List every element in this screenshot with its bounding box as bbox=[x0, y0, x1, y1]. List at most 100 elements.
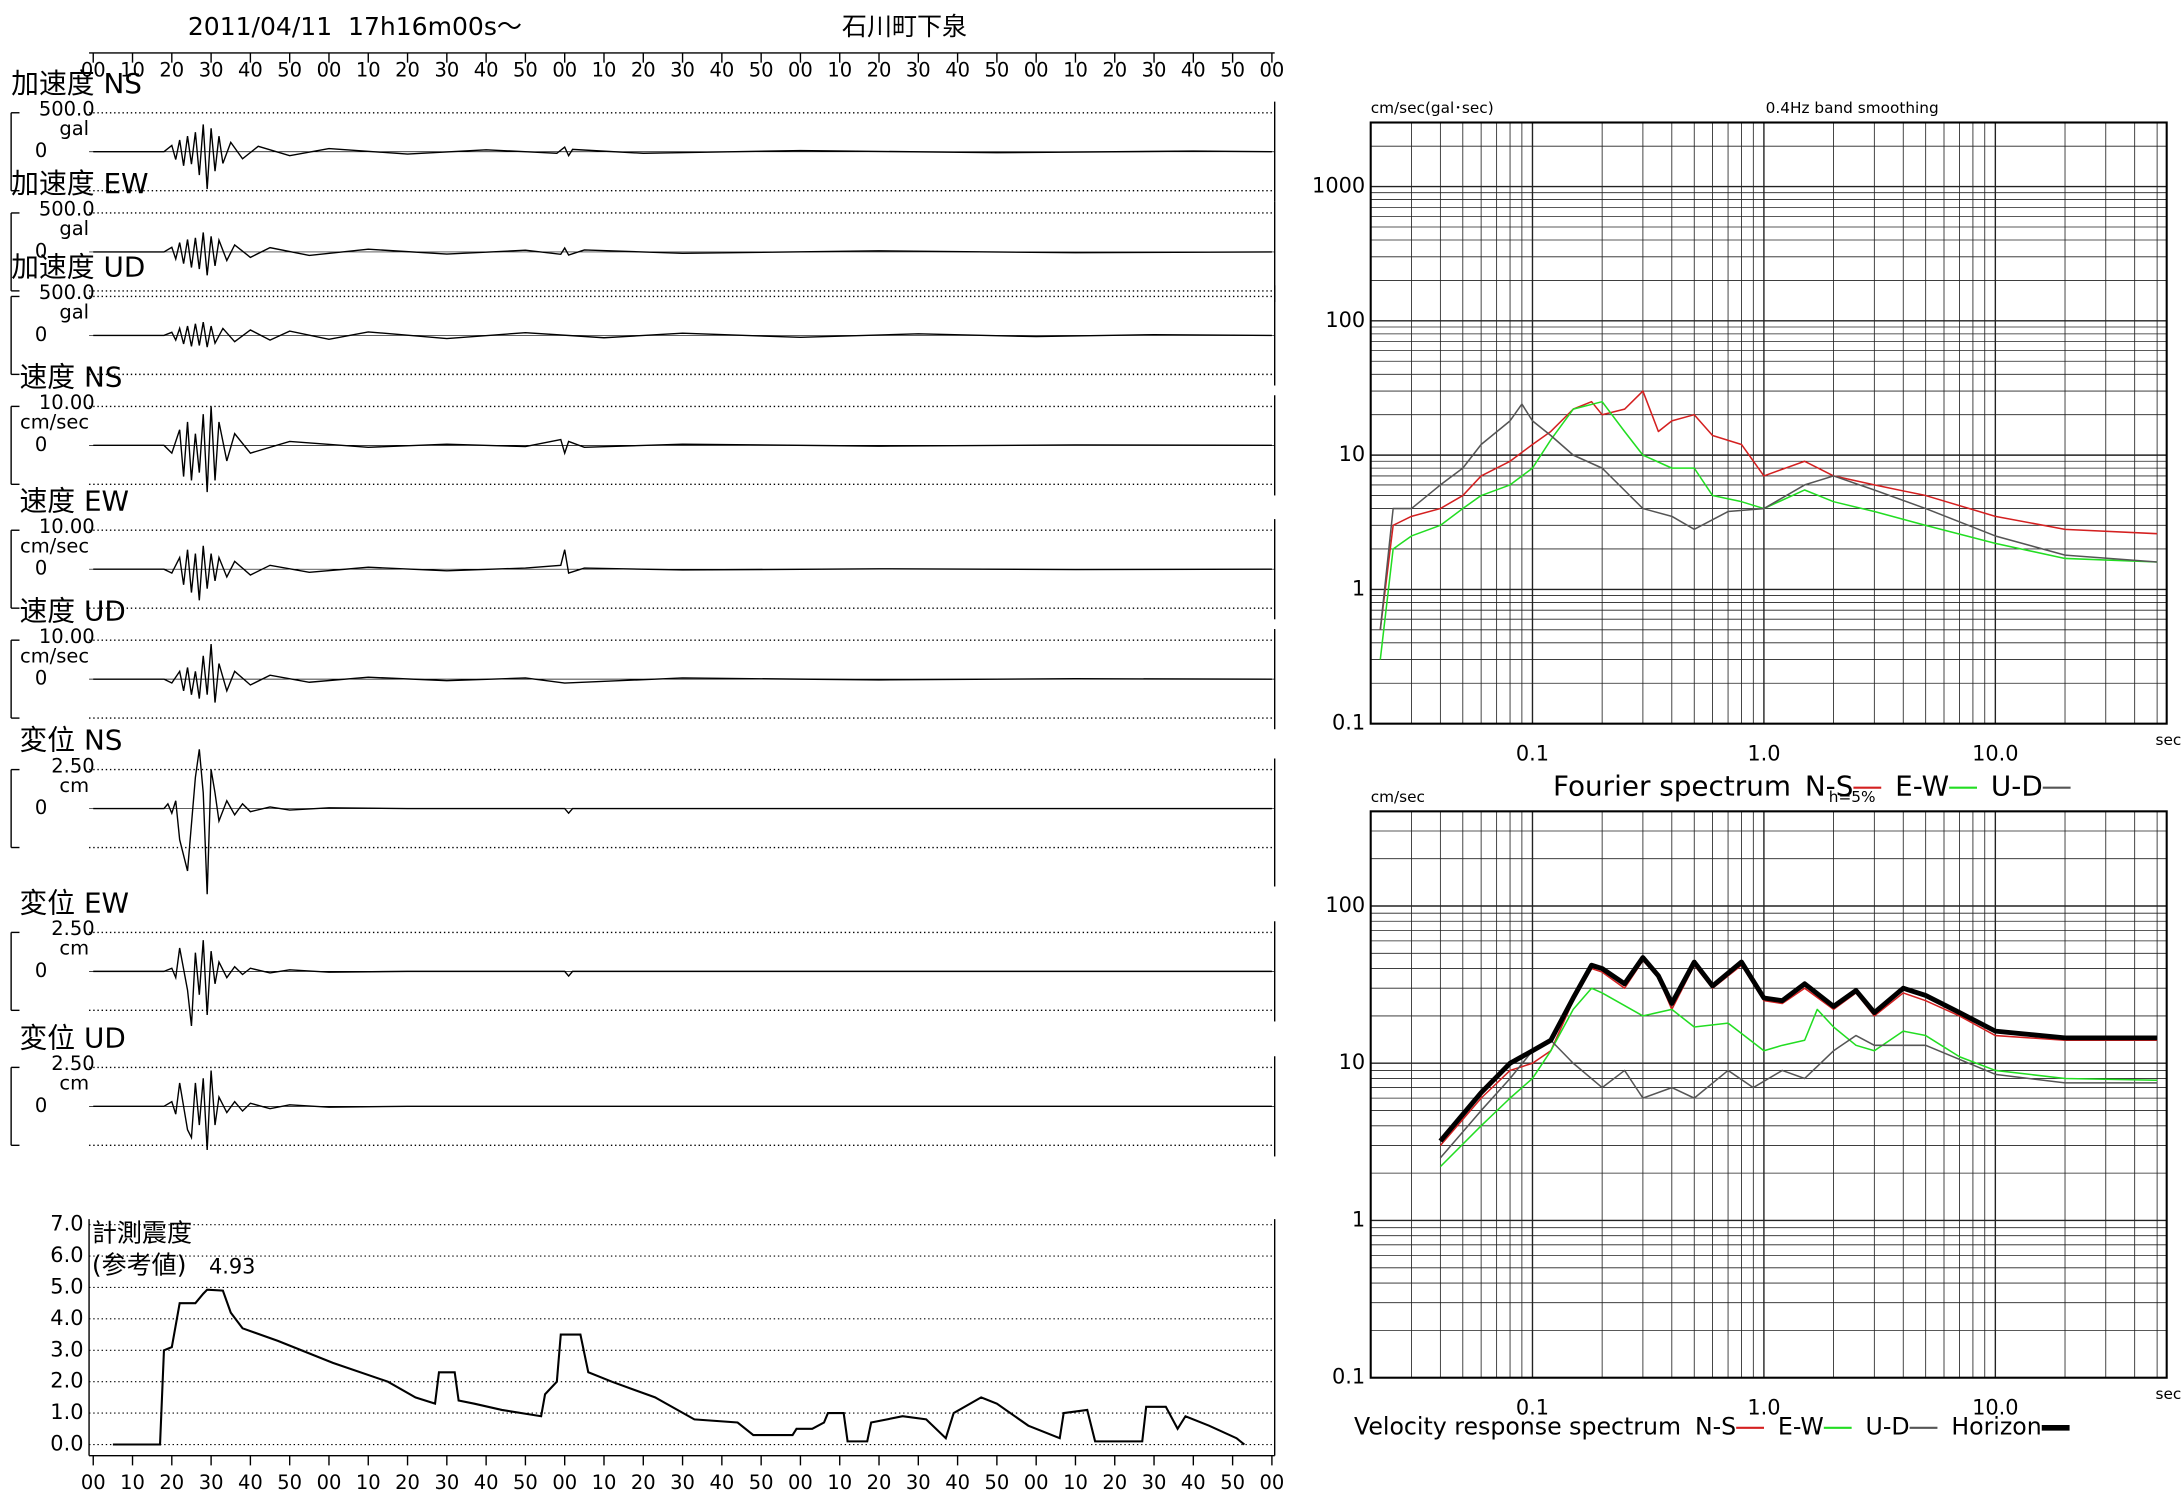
time-tick-label: 10 bbox=[356, 1471, 381, 1494]
panel-label: 速度 UD bbox=[19, 594, 125, 627]
time-tick-label: 20 bbox=[395, 1471, 420, 1494]
panel-label: 速度 NS bbox=[19, 361, 122, 394]
legend-title: Fourier spectrum bbox=[1553, 770, 1791, 803]
time-tick-label: 20 bbox=[631, 59, 656, 82]
chart-title: 計測震度 bbox=[92, 1218, 192, 1247]
x-axis-unit: sec bbox=[2156, 731, 2182, 749]
y-axis-unit: cm/sec bbox=[1371, 788, 1425, 806]
time-tick-label: 50 bbox=[513, 1471, 538, 1494]
x-tick-label: 1.0 bbox=[1747, 741, 1780, 765]
legend-label: U-D bbox=[1866, 1412, 1910, 1440]
y-tick-label: 1000 bbox=[1312, 174, 1365, 198]
y-tick-label: 0 bbox=[35, 557, 47, 580]
y-axis-unit: cm/sec(gal･sec) bbox=[1371, 99, 1494, 117]
y-tick-label: 100 bbox=[1325, 893, 1365, 917]
series-group bbox=[1438, 955, 2158, 1168]
chart-subtitle: h=5% bbox=[1829, 788, 1876, 806]
x-tick-label: 10.0 bbox=[1972, 741, 2018, 765]
time-tick-label: 20 bbox=[867, 59, 892, 82]
time-tick-label: 10 bbox=[1063, 1471, 1088, 1494]
time-tick-label: 00 bbox=[552, 1471, 577, 1494]
time-tick-label: 50 bbox=[1220, 59, 1245, 82]
panel-unit: cm/sec bbox=[20, 534, 89, 557]
waveform-trace bbox=[93, 940, 1272, 1026]
time-tick-label: 40 bbox=[709, 59, 734, 82]
time-tick-label: 20 bbox=[1102, 1471, 1127, 1494]
y-tick-label: 2.0 bbox=[50, 1369, 83, 1393]
time-tick-label: 50 bbox=[749, 1471, 774, 1494]
panel-label: 変位 UD bbox=[19, 1022, 125, 1055]
time-tick-label: 30 bbox=[1142, 1471, 1167, 1494]
y-tick-label: 0 bbox=[35, 959, 47, 982]
time-tick-label: 30 bbox=[434, 1471, 459, 1494]
y-tick-label: 500.0 bbox=[39, 281, 95, 304]
time-tick-label: 50 bbox=[749, 59, 774, 82]
time-tick-label: 30 bbox=[199, 1471, 224, 1494]
y-tick-label: 7.0 bbox=[50, 1212, 83, 1236]
time-tick-label: 10 bbox=[120, 59, 145, 82]
panel-unit: cm/sec bbox=[20, 411, 89, 434]
chart-subtitle: (参考値) bbox=[92, 1250, 187, 1279]
spectrum-line bbox=[1379, 390, 2158, 630]
time-tick-label: 00 bbox=[1260, 59, 1285, 82]
x-axis-unit: sec bbox=[2156, 1385, 2182, 1403]
waveform-trace bbox=[93, 1070, 1272, 1151]
time-tick-label: 00 bbox=[788, 1471, 813, 1494]
time-tick-label: 00 bbox=[317, 59, 342, 82]
y-tick-label: 0.1 bbox=[1332, 1365, 1365, 1389]
y-tick-label: 0 bbox=[35, 796, 47, 819]
y-tick-label: 500.0 bbox=[39, 198, 95, 221]
plot-frame bbox=[1369, 810, 2168, 1379]
plot-frame bbox=[1369, 121, 2168, 725]
time-tick-label: 30 bbox=[199, 59, 224, 82]
time-tick-label: 30 bbox=[670, 59, 695, 82]
time-tick-label: 00 bbox=[1024, 59, 1049, 82]
time-tick-label: 10 bbox=[120, 1471, 145, 1494]
time-tick-label: 40 bbox=[945, 59, 970, 82]
time-tick-label: 50 bbox=[277, 59, 302, 82]
y-tick-label: 500.0 bbox=[39, 97, 95, 120]
intensity-line bbox=[112, 1288, 1246, 1446]
time-tick-label: 40 bbox=[1181, 1471, 1206, 1494]
y-tick-label: 0.1 bbox=[1332, 711, 1365, 735]
waveform-trace bbox=[93, 644, 1272, 703]
time-tick-label: 10 bbox=[827, 1471, 852, 1494]
panel-unit: gal bbox=[59, 301, 89, 324]
y-tick-label: 1 bbox=[1352, 1207, 1365, 1231]
time-tick-label: 50 bbox=[513, 59, 538, 82]
y-tick-label: 4.0 bbox=[50, 1306, 83, 1330]
panel-unit: gal bbox=[59, 217, 89, 240]
y-tick-label: 2.50 bbox=[51, 754, 94, 777]
peak-annotation: 4.93 bbox=[209, 1254, 255, 1278]
time-tick-label: 00 bbox=[1260, 1471, 1285, 1494]
time-tick-label: 20 bbox=[395, 59, 420, 82]
y-tick-label: 10 bbox=[1339, 1050, 1366, 1074]
time-tick-label: 50 bbox=[984, 59, 1009, 82]
waveform-trace bbox=[93, 406, 1272, 493]
time-tick-label: 40 bbox=[238, 1471, 263, 1494]
y-tick-label: 0 bbox=[35, 323, 47, 346]
chart-subtitle: 0.4Hz band smoothing bbox=[1766, 99, 1939, 117]
time-tick-label: 00 bbox=[1024, 1471, 1049, 1494]
panel-label: 加速度 NS bbox=[11, 67, 142, 100]
y-tick-label: 10.00 bbox=[39, 625, 95, 648]
y-tick-label: 10 bbox=[1339, 442, 1366, 466]
time-tick-label: 30 bbox=[670, 1471, 695, 1494]
time-tick-label: 20 bbox=[1102, 59, 1127, 82]
time-tick-label: 00 bbox=[552, 59, 577, 82]
time-tick-label: 20 bbox=[159, 59, 184, 82]
spectrum-line bbox=[1438, 955, 2158, 1143]
time-tick-label: 40 bbox=[945, 1471, 970, 1494]
y-tick-label: 0 bbox=[35, 139, 47, 162]
panel-unit: cm bbox=[59, 937, 89, 960]
time-tick-label: 40 bbox=[1181, 59, 1206, 82]
panel-unit: cm bbox=[59, 1072, 89, 1095]
y-tick-label: 5.0 bbox=[50, 1274, 83, 1298]
time-tick-label: 40 bbox=[238, 59, 263, 82]
x-tick-label: 0.1 bbox=[1516, 1395, 1549, 1419]
time-tick-label: 20 bbox=[631, 1471, 656, 1494]
legend-label: Horizon bbox=[1951, 1412, 2041, 1440]
y-tick-label: 2.50 bbox=[51, 917, 94, 940]
time-tick-label: 00 bbox=[317, 1471, 342, 1494]
